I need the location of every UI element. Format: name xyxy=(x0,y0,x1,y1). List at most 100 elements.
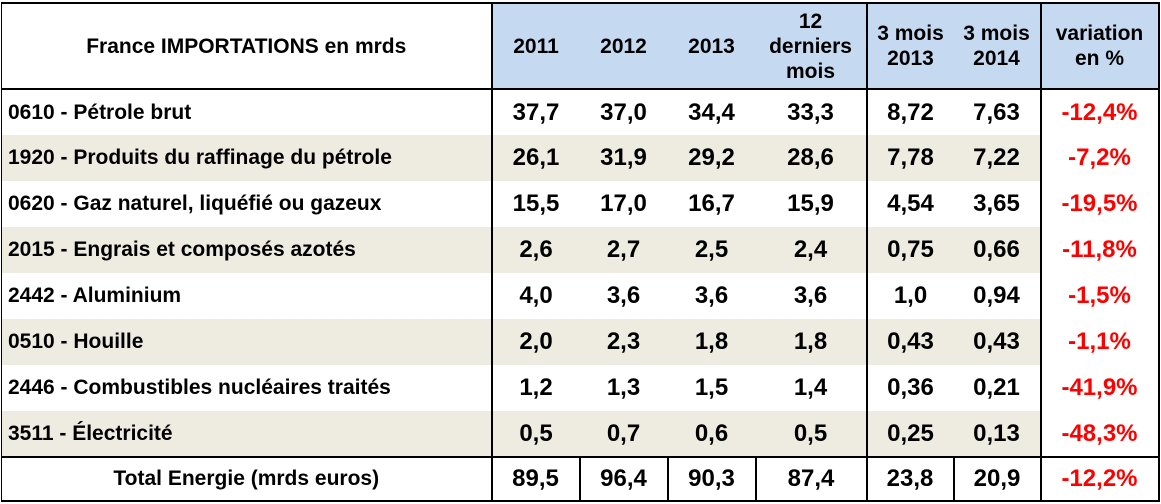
total-2013: 90,3 xyxy=(667,456,757,501)
total-q2013: 23,8 xyxy=(866,456,955,501)
total-q2014: 20,9 xyxy=(953,456,1042,501)
last12-line2: derniers xyxy=(769,34,852,58)
col-header-2011: 2011 xyxy=(491,3,580,90)
cell-2011: 15,5 xyxy=(512,190,560,217)
cell-last-12: 3,6 xyxy=(755,273,868,319)
variation-line1: variation xyxy=(1055,22,1144,45)
cell-q2013: 0,25 xyxy=(866,411,954,457)
table-row: 2442 - Aluminium 4,0 3,6 3,6 3,6 1,0 0,9… xyxy=(1,273,1159,319)
last12-line3: mois xyxy=(785,59,835,83)
cell-q2013: 0,36 xyxy=(887,374,934,401)
total-last-12: 87,4 xyxy=(755,456,868,501)
cell-2012: 3,6 xyxy=(606,282,641,309)
cell-2013: 1,5 xyxy=(694,374,729,401)
cell-2012: 0,7 xyxy=(579,411,668,457)
col-header-q1-2013: 3 mois 2013 xyxy=(866,3,954,90)
row-label: 2442 - Aluminium xyxy=(1,273,493,319)
table-row: 2015 - Engrais et composés azotés 2,6 2,… xyxy=(1,227,1159,273)
cell-q2013: 1,0 xyxy=(893,282,928,309)
total-2012: 96,4 xyxy=(579,456,669,501)
cell-q2014: 0,21 xyxy=(953,365,1042,411)
cell-2011: 2,6 xyxy=(491,227,580,273)
cell-q2013: 8,72 xyxy=(887,98,934,126)
row-label: 3511 - Électricité xyxy=(1,411,493,457)
cell-2013: 34,4 xyxy=(688,98,735,126)
variation-line2: en % xyxy=(1074,47,1124,70)
cell-last-12: 2,4 xyxy=(755,227,868,273)
cell-2011: 2,0 xyxy=(491,319,580,365)
cell-q2013: 7,78 xyxy=(866,135,954,181)
table-title: France IMPORTATIONS en mrds xyxy=(1,3,493,90)
col-header-2013: 2013 xyxy=(667,3,756,90)
cell-2013: 29,2 xyxy=(667,135,756,181)
table-row: 2446 - Combustibles nucléaires traités 1… xyxy=(1,365,1159,411)
row-label: 0610 - Pétrole brut xyxy=(1,89,493,135)
table-row: 0510 - Houille 2,0 2,3 1,8 1,8 0,43 0,43… xyxy=(1,319,1159,365)
total-row: Total Energie (mrds euros) 89,5 96,4 90,… xyxy=(1,456,1159,501)
cell-variation: -1,1% xyxy=(1040,319,1159,365)
cell-q2014: 0,94 xyxy=(953,273,1042,319)
cell-2011: 4,0 xyxy=(519,282,553,309)
q2014-line2: 2014 xyxy=(973,47,1020,70)
col-header-2012: 2012 xyxy=(579,3,668,90)
row-label: 1920 - Produits du raffinage du pétrole xyxy=(1,135,493,181)
cell-2012: 37,0 xyxy=(600,98,647,126)
cell-variation: -7,2% xyxy=(1040,135,1159,181)
cell-2012: 1,3 xyxy=(606,374,641,401)
q2013-line2: 2013 xyxy=(887,47,934,70)
cell-2013: 16,7 xyxy=(688,190,735,217)
cell-q2013: 0,75 xyxy=(866,227,954,273)
total-variation: -12,2% xyxy=(1040,456,1159,501)
table-row: 0610 - Pétrole brut 37,7 37,0 34,4 33,3 … xyxy=(1,89,1159,135)
cell-last-12: 0,5 xyxy=(755,411,868,457)
cell-2012: 17,0 xyxy=(600,190,647,217)
cell-2013: 2,5 xyxy=(667,227,756,273)
cell-variation: -19,5% xyxy=(1040,181,1159,227)
cell-2012: 2,3 xyxy=(579,319,668,365)
table-row: 3511 - Électricité 0,5 0,7 0,6 0,5 0,25 … xyxy=(1,411,1159,457)
cell-q2014: 0,66 xyxy=(953,227,1042,273)
cell-2012: 2,7 xyxy=(579,227,668,273)
row-label: 0510 - Houille xyxy=(1,319,493,365)
cell-q2014: 7,22 xyxy=(953,135,1042,181)
col-header-last-12-months: 12 derniers mois xyxy=(755,3,868,90)
cell-q2014: 0,43 xyxy=(953,319,1042,365)
cell-last-12: 1,4 xyxy=(755,365,868,411)
cell-2011: 26,1 xyxy=(491,135,580,181)
cell-2013: 0,6 xyxy=(667,411,756,457)
row-label: 0620 - Gaz naturel, liquéfié ou gazeux xyxy=(1,181,493,227)
cell-q2014: 3,65 xyxy=(953,181,1042,227)
cell-variation: -1,5% xyxy=(1040,273,1159,319)
q2014-line1: 3 mois xyxy=(963,22,1030,45)
cell-variation: -48,3% xyxy=(1040,411,1159,457)
row-label: 2446 - Combustibles nucléaires traités xyxy=(1,365,493,411)
cell-q2014: 0,13 xyxy=(953,411,1042,457)
header-row: France IMPORTATIONS en mrds 2011 2012 20… xyxy=(1,3,1159,90)
table-row: 1920 - Produits du raffinage du pétrole … xyxy=(1,135,1159,181)
total-2011: 89,5 xyxy=(491,456,581,501)
cell-last-12: 33,3 xyxy=(755,89,868,135)
table-row: 0620 - Gaz naturel, liquéfié ou gazeux 1… xyxy=(1,181,1159,227)
cell-variation: -12,4% xyxy=(1040,89,1159,135)
cell-2013: 1,8 xyxy=(667,319,756,365)
cell-2011: 1,2 xyxy=(519,374,553,401)
col-header-q1-2014: 3 mois 2014 xyxy=(953,3,1042,90)
cell-2011: 37,7 xyxy=(512,98,560,126)
row-label: 2015 - Engrais et composés azotés xyxy=(1,227,493,273)
cell-variation: -41,9% xyxy=(1040,365,1159,411)
cell-2013: 3,6 xyxy=(694,282,729,309)
total-label: Total Energie (mrds euros) xyxy=(1,456,493,501)
cell-q2013: 0,43 xyxy=(866,319,954,365)
last12-line1: 12 xyxy=(798,9,823,33)
cell-q2014: 7,63 xyxy=(953,89,1042,135)
cell-2012: 31,9 xyxy=(579,135,668,181)
q2013-line1: 3 mois xyxy=(877,22,944,45)
cell-2011: 0,5 xyxy=(491,411,580,457)
cell-last-12: 28,6 xyxy=(755,135,868,181)
cell-last-12: 15,9 xyxy=(755,181,868,227)
cell-variation: -11,8% xyxy=(1040,227,1159,273)
col-header-variation: variation en % xyxy=(1040,3,1159,90)
cell-q2013: 4,54 xyxy=(887,190,934,217)
